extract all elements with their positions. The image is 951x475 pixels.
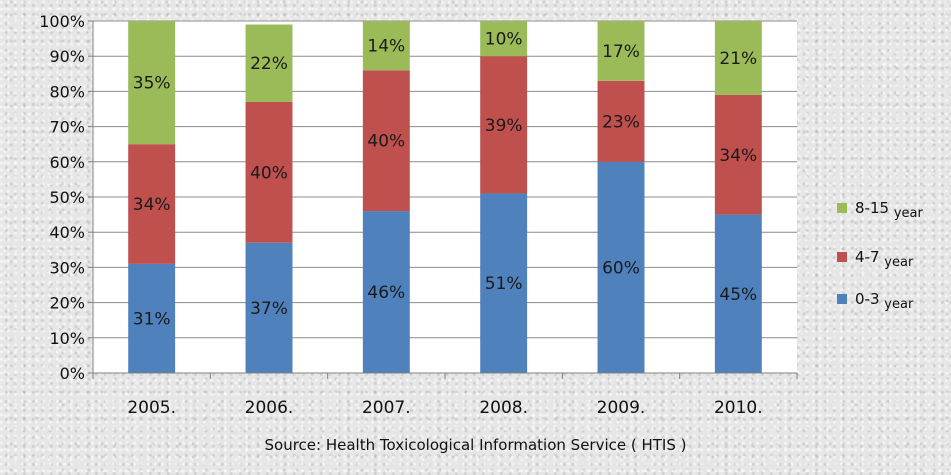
data-label: 17%: [602, 42, 640, 62]
data-label: 34%: [133, 195, 171, 215]
legend-swatch: [837, 294, 847, 304]
bar-segment: [245, 101, 293, 243]
legend-label: 0-3 year: [855, 290, 914, 312]
data-label: 60%: [602, 258, 640, 278]
bar-segment: [480, 193, 528, 373]
bars: 31% 34% 35% 37% 40% 22% 46% 40% 14% 51% 39% 10% 60% 2…: [128, 21, 762, 373]
x-tick-label: 2006.: [245, 398, 294, 418]
bar-segment: [480, 56, 528, 194]
bar-segment: [597, 21, 645, 81]
data-label: 31%: [133, 309, 171, 329]
y-tick-label: 60%: [49, 153, 85, 172]
y-tick-label: 70%: [49, 118, 85, 137]
bar-segment: [480, 21, 528, 57]
data-label: 51%: [485, 274, 523, 294]
bar-segment: [245, 242, 293, 373]
data-label: 10%: [485, 30, 523, 50]
y-tick-label: 50%: [49, 188, 85, 207]
data-label: 40%: [250, 163, 288, 183]
x-tick-label: 2005.: [127, 398, 176, 418]
bar-segment: [362, 211, 410, 373]
y-axis: 0% 10% 20% 30% 40% 50% 60% 70% 80% 90% 100%: [39, 12, 94, 383]
x-tick-label: 2010.: [714, 398, 763, 418]
data-label: 40%: [367, 132, 405, 152]
x-tick-label: 2008.: [479, 398, 528, 418]
y-tick-label: 80%: [49, 82, 85, 101]
x-tick-label: 2007.: [362, 398, 411, 418]
x-tick-label: 2009.: [597, 398, 646, 418]
y-tick-label: 0%: [60, 364, 85, 383]
bar-segment: [714, 21, 762, 95]
source-note: Source: Health Toxicological Information…: [264, 436, 687, 454]
y-tick-label: 90%: [49, 47, 85, 66]
bar-segment: [714, 94, 762, 215]
y-tick-label: 30%: [49, 258, 85, 277]
bar-segment: [597, 80, 645, 162]
data-label: 37%: [250, 299, 288, 319]
y-tick-label: 100%: [39, 12, 85, 31]
x-axis: 2005. 2006. 2007. 2008. 2009. 2010.: [92, 372, 798, 418]
bar-segment: [128, 263, 176, 373]
data-label: 39%: [485, 116, 523, 136]
bar-segment: [128, 21, 176, 145]
gridlines: [93, 20, 797, 374]
data-label: 35%: [133, 74, 171, 94]
legend-swatch: [837, 252, 847, 262]
data-label: 14%: [367, 37, 405, 57]
y-tick-label: 20%: [49, 294, 85, 313]
bar-segment: [597, 161, 645, 373]
data-label: 45%: [719, 285, 757, 305]
data-label: 22%: [250, 54, 288, 74]
bar-segment: [245, 24, 293, 102]
legend-label: 4-7 year: [855, 248, 914, 270]
bar-segment: [714, 214, 762, 373]
bar-segment: [362, 70, 410, 212]
legend: 8-15 year 4-7 year 0-3 year: [837, 199, 923, 312]
y-tick-label: 40%: [49, 223, 85, 242]
legend-label: 8-15 year: [855, 199, 923, 221]
data-label: 23%: [602, 112, 640, 132]
data-label: 46%: [367, 283, 405, 303]
bar-segment: [362, 21, 410, 71]
data-label: 21%: [719, 49, 757, 69]
data-label: 34%: [719, 146, 757, 166]
y-tick-label: 10%: [49, 329, 85, 348]
legend-swatch: [837, 203, 847, 213]
bar-segment: [128, 144, 176, 264]
